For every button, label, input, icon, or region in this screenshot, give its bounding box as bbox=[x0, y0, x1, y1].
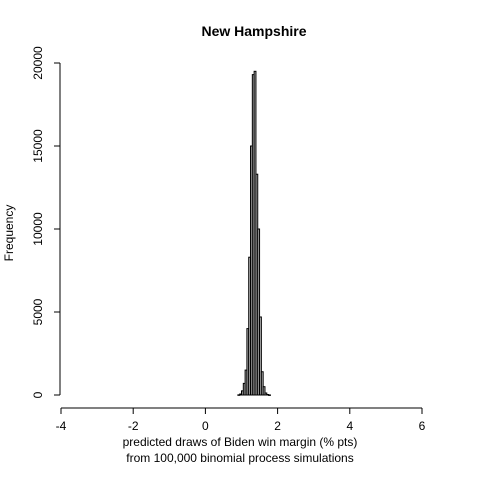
histogram-bar bbox=[260, 371, 264, 396]
histogram-bar bbox=[259, 316, 262, 396]
chart-title: New Hampshire bbox=[201, 23, 306, 39]
x-tick-label: -4 bbox=[56, 419, 67, 433]
y-axis-label: Frequency bbox=[2, 205, 16, 262]
x-tick-label: 0 bbox=[202, 419, 209, 433]
y-tick-label: 5000 bbox=[31, 298, 45, 325]
x-axis-label-line2: from 100,000 binomial process simulation… bbox=[126, 451, 353, 465]
x-axis-ticks: -4 -2 0 2 4 6 bbox=[56, 408, 426, 433]
x-tick-label: 2 bbox=[274, 419, 281, 433]
y-tick-label: 20000 bbox=[31, 46, 45, 80]
histogram-bar bbox=[257, 228, 261, 396]
histogram-bar bbox=[262, 386, 266, 396]
x-tick-label: -2 bbox=[128, 419, 139, 433]
histogram-bars bbox=[237, 70, 271, 396]
y-tick-label: 0 bbox=[31, 391, 45, 398]
y-axis-ticks: 0 5000 10000 15000 20000 bbox=[31, 46, 60, 398]
x-tick-label: 6 bbox=[419, 419, 426, 433]
x-tick-label: 4 bbox=[346, 419, 353, 433]
y-tick-label: 10000 bbox=[31, 212, 45, 246]
y-tick-label: 15000 bbox=[31, 129, 45, 163]
histogram-bar bbox=[268, 394, 271, 396]
x-axis-label-line1: predicted draws of Biden win margin (% p… bbox=[123, 435, 358, 449]
